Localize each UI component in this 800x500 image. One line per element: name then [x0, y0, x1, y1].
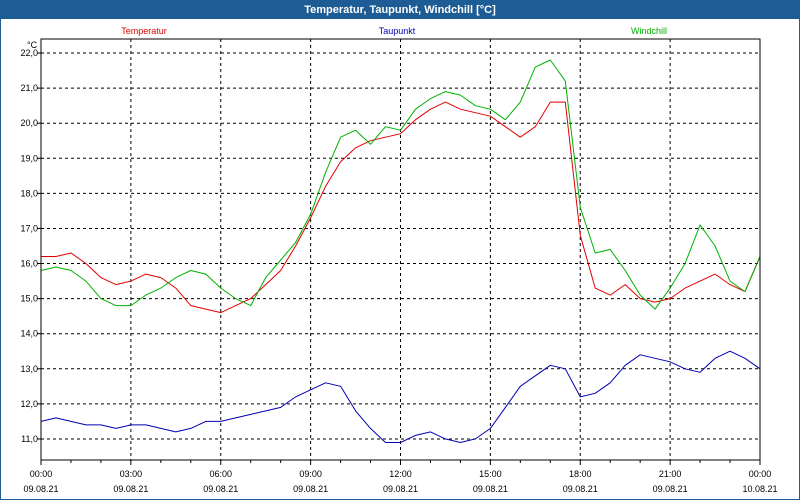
y-axis-label: °C: [27, 40, 38, 50]
x-tick-label-date: 09.08.21: [203, 484, 238, 494]
x-tick-label-time: 21:00: [659, 469, 682, 479]
x-tick-label-time: 18:00: [569, 469, 592, 479]
y-tick-label: 19,0: [20, 153, 38, 163]
x-tick-label-date: 09.08.21: [473, 484, 508, 494]
series-line-temperatur: [41, 101, 761, 314]
y-tick-label: 12,0: [20, 399, 38, 409]
x-tick-label-time: 15:00: [479, 469, 502, 479]
legend-entry-temperatur: Temperatur: [121, 26, 167, 36]
legend-entry-taupunkt: Taupunkt: [379, 26, 416, 36]
x-tick-label-time: 09:00: [299, 469, 322, 479]
x-tick-label-time: 12:00: [389, 469, 412, 479]
x-tick-label-time: 00:00: [30, 469, 53, 479]
plot-frame: [40, 38, 761, 461]
grid-lines: [41, 39, 760, 460]
x-tick-label-date: 09.08.21: [113, 484, 148, 494]
y-tick-label: 15,0: [20, 294, 38, 304]
x-tick-label-date: 09.08.21: [563, 484, 598, 494]
y-tick-label: 18,0: [20, 188, 38, 198]
legend-entry-windchill: Windchill: [631, 26, 667, 36]
x-tick-label-date: 09.08.21: [383, 484, 418, 494]
x-tick-label-time: 03:00: [120, 469, 143, 479]
x-tick-label-date: 09.08.21: [653, 484, 688, 494]
line-chart: Temperatur Taupunkt Windchill 11,0 12,0 13,0…: [20, 26, 778, 494]
series-line-taupunkt: [40, 350, 761, 443]
y-tick-label: 11,0: [21, 434, 38, 444]
y-tick-label: 13,0: [20, 364, 38, 374]
x-tick-label-date: 10.08.21: [742, 484, 777, 494]
series-line-windchill: [40, 59, 761, 310]
legend: Temperatur Taupunkt Windchill: [121, 26, 667, 36]
x-tick-label-date: 09.08.21: [23, 484, 58, 494]
axes: 11,0 12,0 13,0 14,0 15,0 16,0 17,0 18,0 19,0 20,0…: [20, 38, 778, 494]
y-tick-label: 17,0: [20, 223, 38, 233]
y-tick-label: 14,0: [20, 329, 38, 339]
x-tick-label-time: 00:00: [749, 469, 772, 479]
chart-title: Temperatur, Taupunkt, Windchill [°C]: [1, 1, 799, 19]
y-tick-label: 16,0: [20, 259, 38, 269]
y-tick-label: 21,0: [20, 83, 38, 93]
series-lines: [40, 59, 761, 443]
y-tick-label: 22,0: [20, 48, 38, 58]
y-tick-label: 20,0: [20, 118, 38, 128]
x-tick-label-date: 09.08.21: [293, 484, 328, 494]
x-tick-label-time: 06:00: [209, 469, 232, 479]
